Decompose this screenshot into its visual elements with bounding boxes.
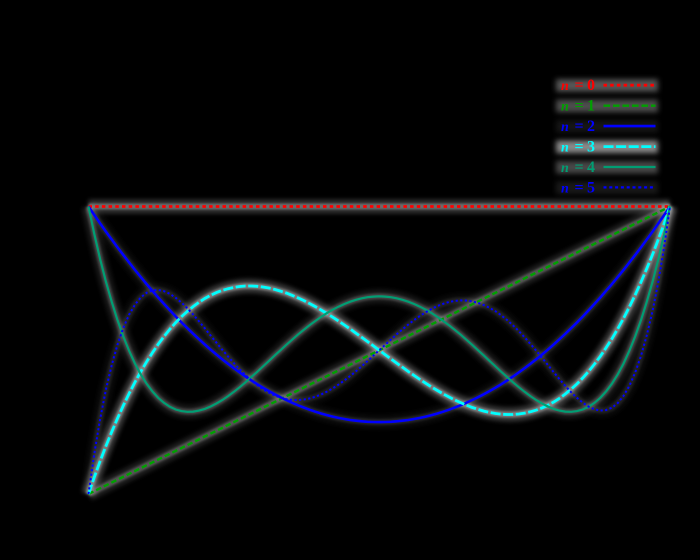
svg-text:n=5: n = 5 bbox=[561, 179, 595, 196]
svg-text:n=2: n = 2 bbox=[561, 118, 595, 135]
svg-text:n=0: n = 0 bbox=[561, 77, 595, 94]
svg-text:n=3: n = 3 bbox=[561, 139, 595, 156]
svg-text:n=4: n = 4 bbox=[561, 159, 595, 176]
svg-text:n=1: n = 1 bbox=[561, 98, 595, 115]
